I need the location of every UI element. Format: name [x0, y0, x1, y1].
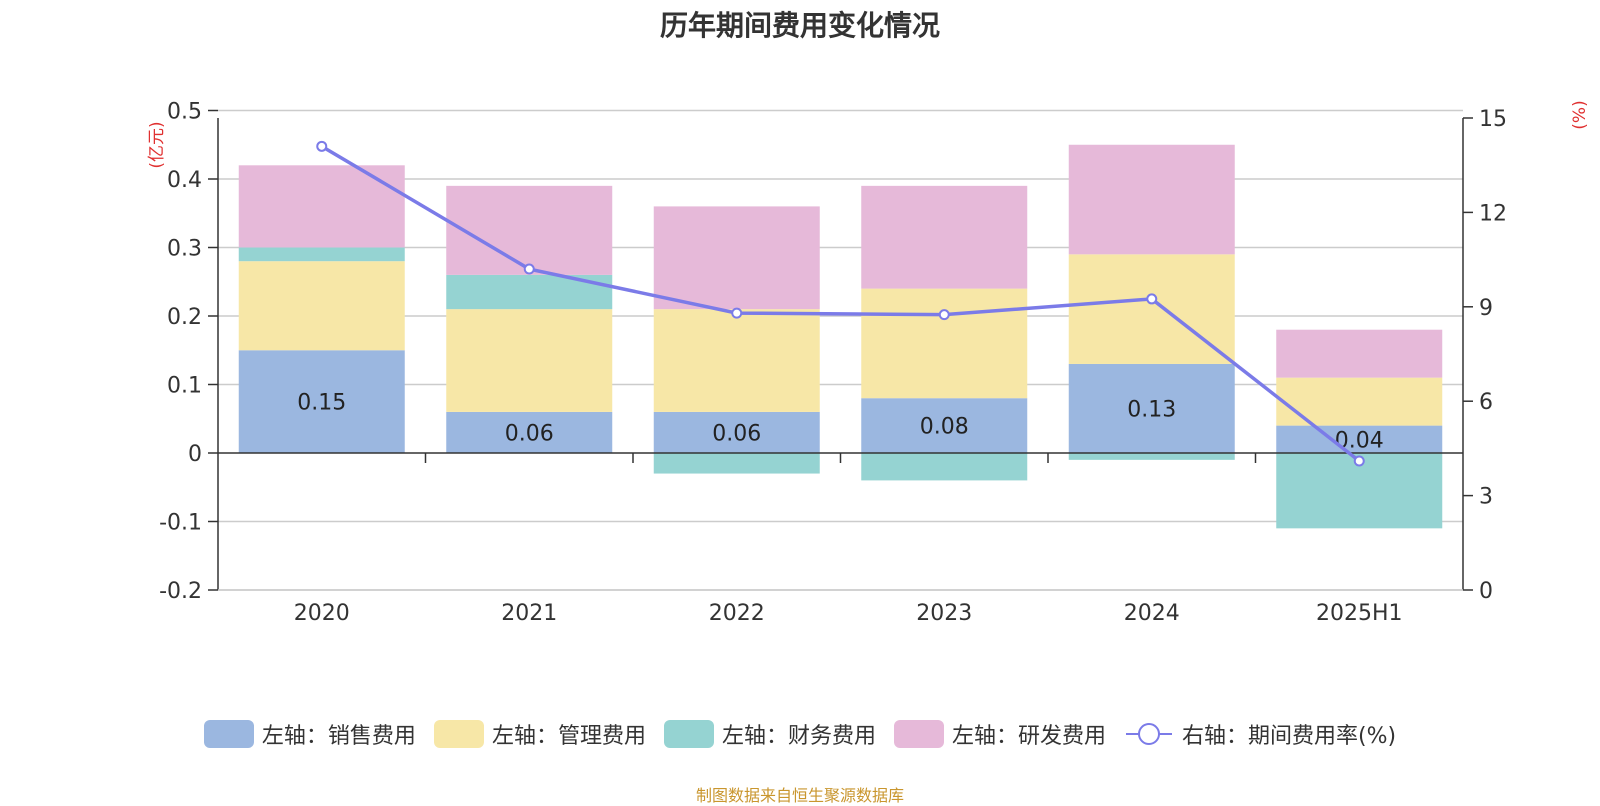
bar-segment: [653, 411, 820, 453]
bar-segment: [861, 288, 1028, 399]
bar-segment: [1068, 254, 1235, 364]
y-left-unit-label: (亿元): [147, 121, 167, 168]
bar-segment: [653, 206, 820, 310]
bar-segment: [1068, 453, 1235, 460]
y-left-tick-label: 0.4: [167, 168, 202, 193]
bar-segment: [861, 185, 1028, 289]
y-left-tick-label: 0: [188, 442, 202, 467]
y-right-unit-label: (%): [1570, 100, 1590, 129]
bar-segment: [238, 261, 405, 351]
legend-item[interactable]: 左轴：管理费用: [433, 718, 646, 750]
x-tick-label: 2021: [501, 601, 557, 626]
bar-segment: [1276, 329, 1443, 378]
x-tick-label: 2025H1: [1316, 601, 1403, 626]
chart-plot: 0.5 0.4 0.3 0.2 0.1 0 -0.1 -0.2 15 12 9 6 3 0 (亿元) (%) 2…: [147, 100, 1590, 627]
y-right-tick-label: 9: [1479, 296, 1493, 321]
bar-segment: [238, 247, 405, 262]
data-label: 0.06: [712, 421, 761, 446]
rate-point: [1146, 293, 1158, 305]
legend-item[interactable]: 右轴：期间费用率(%): [1124, 718, 1396, 750]
bar-segment: [446, 411, 613, 453]
bar-segment: [1276, 425, 1443, 453]
rate-point: [1353, 455, 1365, 467]
legend-label: 左轴：财务费用: [721, 724, 876, 749]
bar-segment: [653, 453, 820, 474]
y-left-tick-label: 0.3: [167, 237, 202, 262]
y-left-tick-label: 0.1: [167, 374, 202, 399]
y-right-tick-label: 3: [1479, 485, 1493, 510]
y-left-tick-label: -0.1: [159, 511, 202, 536]
rate-point: [938, 309, 950, 321]
bar-segment: [238, 165, 405, 248]
legend-label: 左轴：管理费用: [491, 724, 646, 749]
bar-segment: [446, 185, 613, 275]
legend-line-icon: [1125, 723, 1172, 745]
legend-label: 左轴：销售费用: [261, 724, 416, 749]
rate-point: [316, 140, 328, 152]
legend-item[interactable]: 左轴：销售费用: [203, 718, 416, 750]
bar-segment: [861, 398, 1028, 453]
bar-segment: [1068, 363, 1235, 453]
rate-line: [320, 144, 1361, 463]
y-right-tick-label: 0: [1479, 579, 1493, 604]
chart-legend: 左轴：销售费用 左轴：管理费用 左轴：财务费用 左轴：研发费用 右轴：期间费用率(%): [0, 718, 1600, 750]
rate-point: [731, 307, 743, 319]
bar-segment: [653, 309, 820, 412]
bar-segment: [1276, 377, 1443, 426]
y-left-tick-label: 0.5: [167, 100, 202, 125]
data-label: 0.15: [297, 391, 346, 416]
legend-swatch: [663, 720, 714, 748]
chart-title: 历年期间费用变化情况: [659, 9, 940, 42]
y-left-tick-label: -0.2: [159, 579, 202, 604]
x-tick-label: 2023: [916, 601, 972, 626]
legend-label: 左轴：研发费用: [951, 724, 1106, 749]
legend-swatch: [203, 720, 254, 748]
y-right-tick-label: 12: [1479, 201, 1507, 226]
bar-segment: [1068, 144, 1235, 255]
legend-item[interactable]: 左轴：研发费用: [893, 718, 1106, 750]
data-label: 0.06: [505, 421, 554, 446]
x-tick-label: 2022: [709, 601, 765, 626]
legend-swatch: [433, 720, 484, 748]
legend-swatch: [893, 720, 944, 748]
bar-segment: [861, 453, 1028, 481]
bar-segment: [238, 350, 405, 453]
bar-segment: [446, 309, 613, 412]
y-right-tick-label: 15: [1479, 107, 1507, 132]
x-tick-label: 2020: [294, 601, 350, 626]
rate-point: [523, 263, 535, 275]
data-label: 0.13: [1127, 397, 1176, 422]
legend-label: 右轴：期间费用率(%): [1181, 724, 1397, 749]
legend-item[interactable]: 左轴：财务费用: [663, 718, 876, 750]
source-note: 制图数据来自恒生聚源数据库: [695, 786, 904, 805]
x-tick-label: 2024: [1124, 601, 1180, 626]
y-left-tick-label: 0.2: [167, 305, 202, 330]
data-label: 0.08: [920, 415, 969, 440]
y-right-tick-label: 6: [1479, 390, 1493, 415]
